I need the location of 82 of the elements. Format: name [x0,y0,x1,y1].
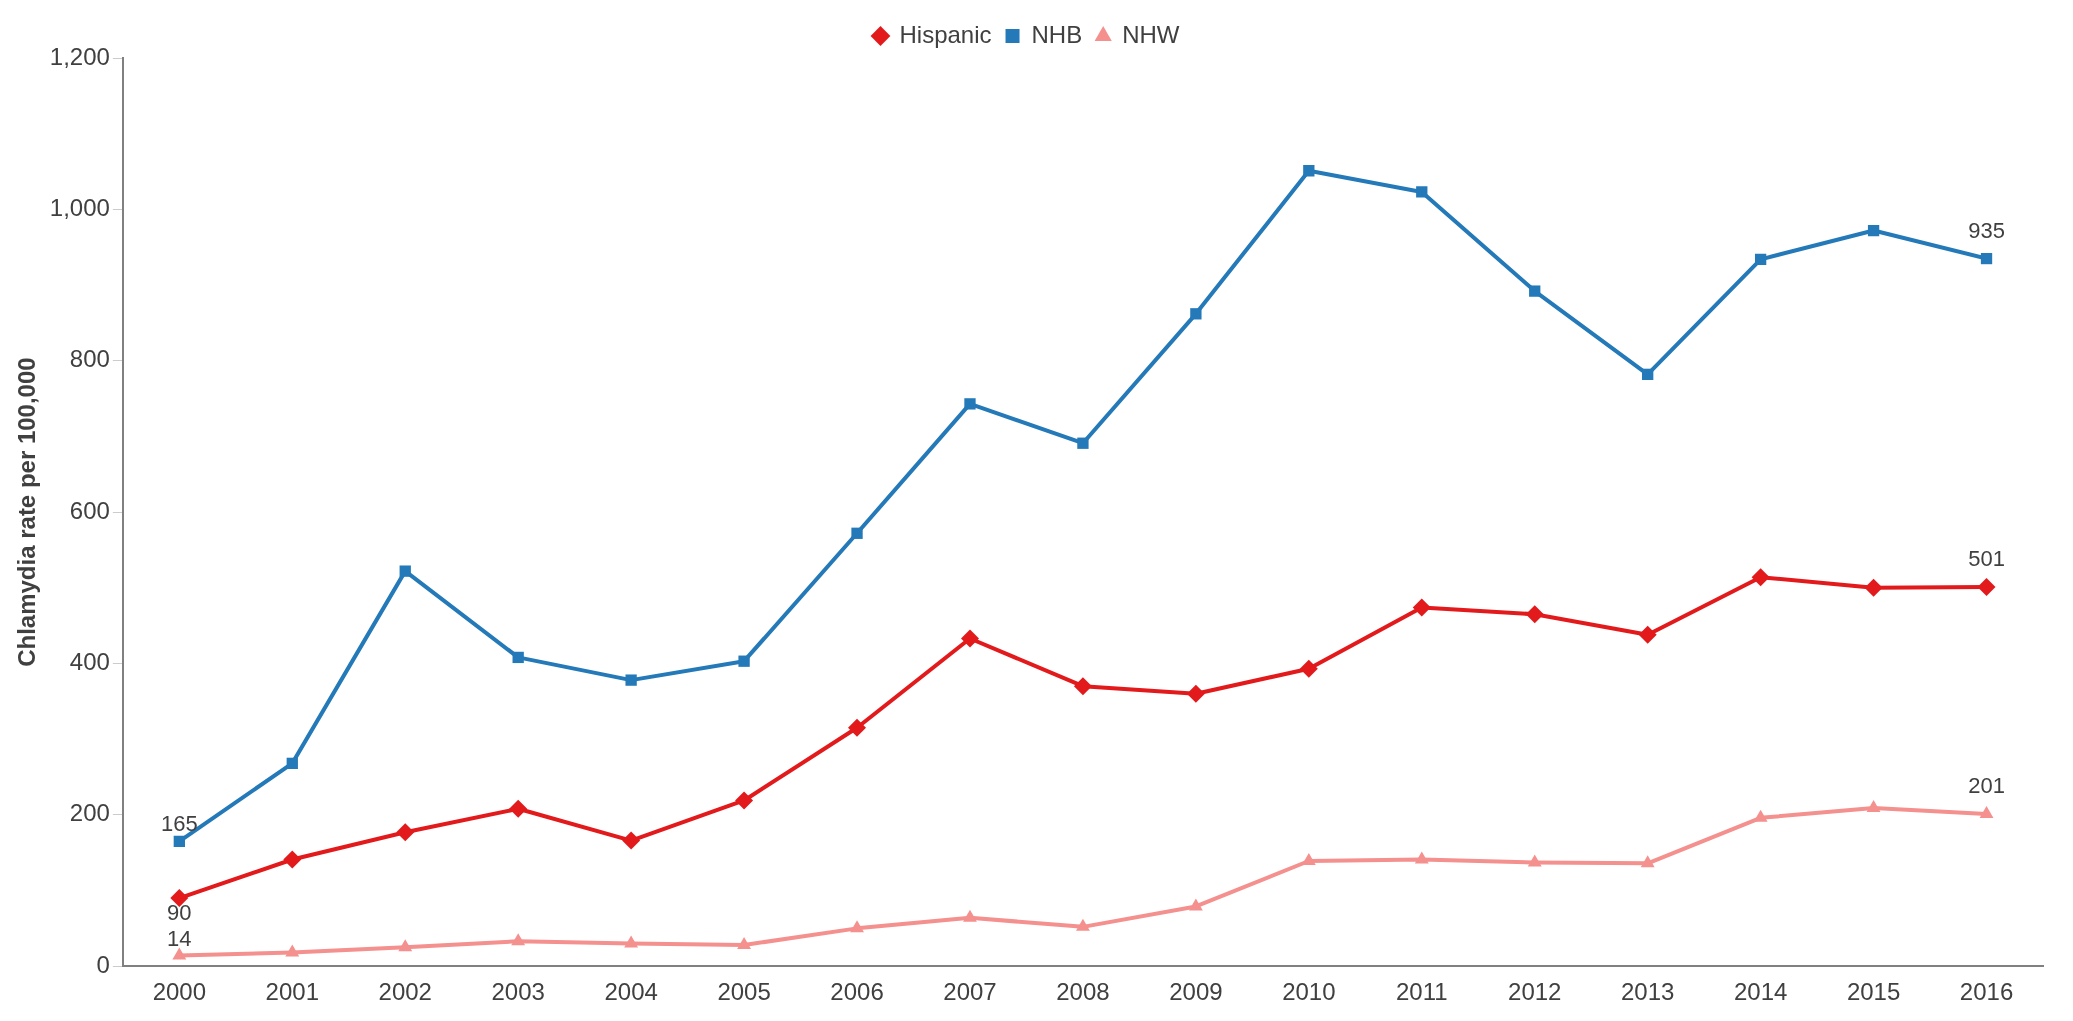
data-label: 935 [1968,217,2005,243]
point [1414,851,1429,864]
point [1864,578,1883,597]
point [848,718,867,737]
x-tick-label: 2007 [943,978,997,1006]
point [1529,285,1541,297]
point [283,850,302,869]
y-tick-label: 0 [96,950,110,978]
point [511,933,526,946]
x-tick-label: 2016 [1959,978,2014,1006]
point [1754,253,1767,265]
x-tick-label: 2015 [1846,978,1901,1006]
point [1073,677,1092,696]
point [850,920,864,933]
point [286,757,298,770]
y-tick-label: 600 [69,496,110,524]
x-tick-label: 2003 [491,978,545,1006]
data-label: 90 [167,900,192,926]
y-tick-label: 200 [69,799,110,827]
x-tick-label: 2009 [1169,978,1223,1006]
point [1303,165,1315,177]
data-label: 165 [160,811,198,837]
point [512,651,524,664]
x-tick-label: 2002 [378,978,432,1006]
x-tick-label: 2005 [717,978,771,1006]
point [1190,308,1202,320]
point [624,935,639,948]
point [963,909,977,922]
point [1412,598,1431,617]
x-tick-label: 2010 [1282,978,1336,1006]
point [1979,806,1994,819]
x-tick-label: 2004 [604,978,658,1006]
point [1076,918,1090,931]
point [1525,605,1544,624]
data-label: 14 [167,925,192,951]
point [1188,898,1203,911]
point [1299,659,1318,678]
point [960,629,979,648]
data-label: 201 [1968,773,2005,799]
point [622,831,641,850]
x-tick-label: 2014 [1733,978,1788,1006]
data-label: 501 [1968,546,2005,572]
y-axis-title: Chlamydia rate per 100,000 [13,357,41,667]
x-tick-label: 2008 [1056,978,1110,1006]
point [172,947,187,960]
point [396,823,415,842]
point [1977,578,1996,597]
point [285,944,300,957]
point [1640,855,1655,868]
point [1980,252,1993,265]
point [964,398,976,410]
x-tick-label: 2011 [1395,978,1448,1006]
point [1416,186,1428,198]
x-tick-label: 2000 [152,978,207,1006]
point [1186,684,1205,703]
point [1527,854,1542,867]
point [173,835,185,847]
x-tick-label: 2001 [265,978,319,1006]
legend-label: Hispanic [899,20,992,48]
point [398,939,413,952]
legend-label: NHW [1122,20,1180,48]
point [1867,224,1880,237]
point [738,655,750,667]
x-tick-label: 2006 [830,978,884,1006]
y-tick-label: 800 [69,345,110,373]
point [1751,568,1770,587]
legend-label: NHB [1031,20,1083,48]
point [1642,368,1654,381]
point [737,937,752,950]
point [735,791,754,810]
y-tick-label: 1,200 [49,42,110,70]
y-tick-label: 1,000 [49,193,110,221]
point [1638,625,1657,644]
point [1866,800,1881,813]
y-tick-label: 400 [69,648,110,676]
point [509,799,528,818]
x-tick-label: 2012 [1508,978,1562,1006]
point [851,527,863,539]
x-tick-label: 2013 [1620,978,1675,1006]
point [1077,437,1089,449]
point [625,674,637,686]
point [399,565,411,577]
